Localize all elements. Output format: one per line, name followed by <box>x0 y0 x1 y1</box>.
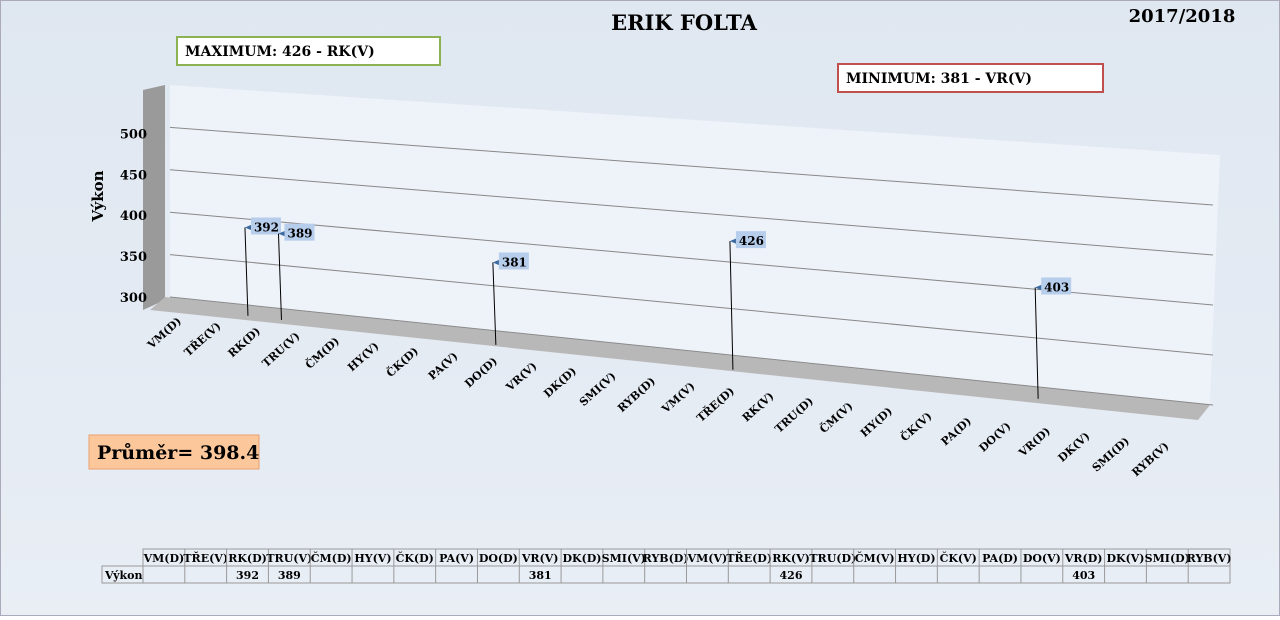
table-header: TRU(D) <box>809 552 856 565</box>
value-label: 426 <box>739 234 764 248</box>
table-value: 389 <box>278 569 301 582</box>
table-frame <box>101 565 1231 584</box>
marker <box>729 238 737 245</box>
grid-line <box>169 296 1214 406</box>
table-header: RYB(D) <box>643 552 689 565</box>
marker <box>1035 284 1043 291</box>
drop-line <box>244 227 249 316</box>
table-header: DO(V) <box>1023 552 1061 565</box>
table-header: SMI(V) <box>602 552 646 565</box>
table-header: DK(V) <box>1106 552 1144 565</box>
table-value: 426 <box>780 569 803 582</box>
max-box <box>176 36 441 66</box>
marker <box>278 230 286 237</box>
min-label: MINIMUM: 381 - VR(V) <box>846 71 1032 87</box>
table-header: SMI(D) <box>1145 552 1190 565</box>
table-header: RYB(V) <box>1187 552 1232 565</box>
drop-line <box>1034 287 1039 399</box>
table-header: ČM(D) <box>311 551 352 565</box>
drop-line <box>277 233 282 320</box>
label-box <box>498 252 529 270</box>
marker <box>492 259 500 266</box>
max-label: MAXIMUM: 426 - RK(V) <box>185 44 375 60</box>
chart-title: ERIK FOLTA <box>611 10 758 35</box>
y-tick-label: 450 <box>120 168 147 183</box>
label-box <box>250 217 281 235</box>
table-header: VR(D) <box>1064 552 1103 565</box>
min-box <box>837 63 1104 93</box>
table-header: DO(D) <box>479 552 518 565</box>
y-tick-label: 350 <box>120 250 147 265</box>
table-header: ČK(V) <box>940 551 977 565</box>
side-wall <box>143 85 165 310</box>
drop-line <box>492 262 497 345</box>
table-header: HY(D) <box>897 552 935 565</box>
value-label: 389 <box>287 227 312 241</box>
table-header: PA(D) <box>982 552 1018 565</box>
table-header: VR(V) <box>521 552 559 565</box>
table-value: 392 <box>236 569 259 582</box>
grid-line <box>169 211 1214 306</box>
value-label: 381 <box>502 255 527 269</box>
floor <box>150 297 1210 420</box>
label-box <box>284 223 315 241</box>
back-wall <box>170 85 1220 405</box>
table-header: VM(D) <box>143 552 185 565</box>
table-header: VM(V) <box>687 552 728 565</box>
label-box <box>1041 277 1072 295</box>
row-label: Výkon <box>104 569 142 582</box>
drop-line <box>729 241 734 370</box>
y-tick-label: 400 <box>120 209 147 224</box>
table-header: TŘE(D) <box>726 551 772 565</box>
marker <box>244 224 252 231</box>
avg-label: Průměr= 398.4 <box>97 442 259 464</box>
table-header: ČM(V) <box>855 551 895 565</box>
label-box <box>735 231 766 249</box>
table-header: RK(V) <box>772 552 810 565</box>
grid-line <box>169 254 1214 356</box>
season: 2017/2018 <box>1129 6 1236 27</box>
table-value: 381 <box>529 569 552 582</box>
table-header: TŘE(V) <box>183 551 228 565</box>
y-tick-label: 300 <box>120 291 147 306</box>
table-header: ČK(D) <box>396 551 434 565</box>
table-header: TRU(V) <box>266 552 312 565</box>
grid-line <box>169 169 1214 256</box>
table-header: PA(V) <box>439 552 474 565</box>
grid-line <box>169 126 1214 206</box>
y-axis-title: Výkon <box>89 170 107 222</box>
table-header: DK(D) <box>562 552 601 565</box>
table-value: 403 <box>1072 569 1095 582</box>
table-header: RK(D) <box>228 552 267 565</box>
table-header: HY(V) <box>354 552 391 565</box>
y-tick-label: 500 <box>120 127 147 142</box>
value-label: 392 <box>254 220 279 234</box>
avg-box <box>88 434 260 470</box>
value-label: 403 <box>1044 280 1069 294</box>
